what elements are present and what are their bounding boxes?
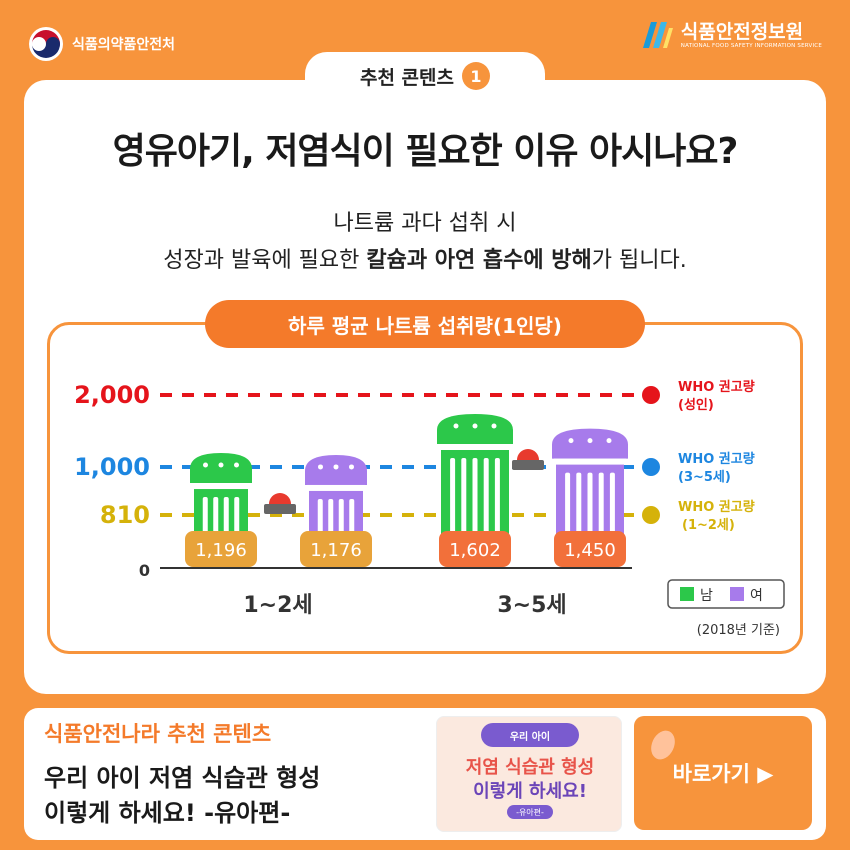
subtitle-line1: 나트륨 과다 섭취 시 xyxy=(333,211,517,236)
content-thumbnail[interactable]: 우리 아이 저염 식습관 형성 이렇게 하세요! -유아편- xyxy=(436,716,622,832)
thumb-line2: 이렇게 하세요! xyxy=(473,781,587,802)
thumb-pill: 우리 아이 xyxy=(481,723,579,747)
chart-title: 하루 평균 나트륨 섭취량(1인당) xyxy=(205,300,645,348)
institute-name: 식품안전정보원 xyxy=(680,21,804,43)
thumb-tag: -유아편- xyxy=(507,805,553,819)
bottom-title: 식품안전나라 추천 콘텐츠 xyxy=(44,722,272,746)
headline: 영유아기, 저염식이 필요한 이유 아시나요? xyxy=(112,131,739,172)
go-button[interactable]: 바로가기 ▶ xyxy=(634,716,812,830)
header: 식품의약품안전처 식품안전정보원 NATIONAL FOOD SAFETY IN… xyxy=(0,0,850,80)
recommend-tab: 추천 콘텐츠 1 xyxy=(305,52,545,100)
tab-number: 1 xyxy=(462,62,490,90)
taegeuk-icon xyxy=(29,27,63,61)
bottom-line2: 이렇게 하세요! -유아편- xyxy=(44,799,291,827)
nfsis-logo[interactable]: 식품안전정보원 NATIONAL FOOD SAFETY INFORMATION… xyxy=(641,18,822,52)
agency-name: 식품의약품안전처 xyxy=(72,37,176,53)
tab-label: 추천 콘텐츠 xyxy=(359,66,454,89)
thumb-line1: 저염 식습관 형성 xyxy=(465,757,595,778)
nfsis-icon xyxy=(642,22,673,48)
institute-name-en: NATIONAL FOOD SAFETY INFORMATION SERVICE xyxy=(680,43,822,49)
chart-frame xyxy=(47,322,803,654)
mfds-logo[interactable]: 식품의약품안전처 xyxy=(28,26,175,62)
subtitle-line2: 성장과 발육에 필요한 칼슘과 아연 흡수에 방해가 됩니다. xyxy=(163,248,687,273)
go-button-label: 바로가기 ▶ xyxy=(672,762,774,786)
bottom-line1: 우리 아이 저염 식습관 형성 xyxy=(44,764,321,792)
